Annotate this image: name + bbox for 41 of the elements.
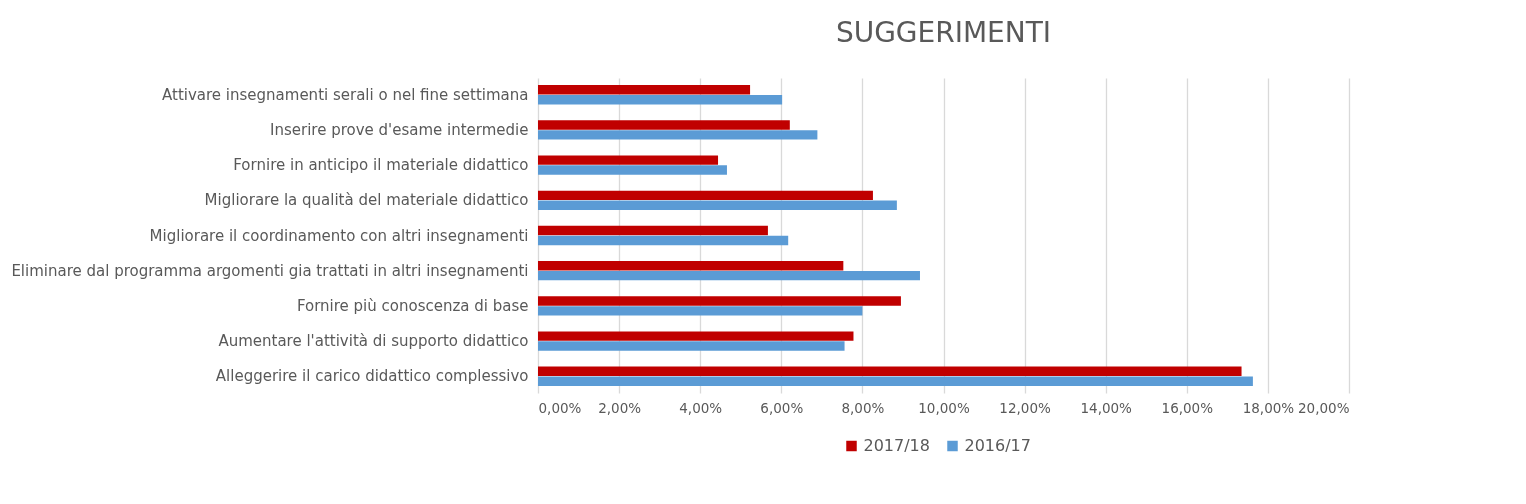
x-tick-label: 8,00%: [841, 399, 885, 416]
bar: [538, 331, 854, 341]
x-tick-label: 18,00%: [1242, 399, 1295, 416]
y-tick-label: Eliminare dal programma argomenti gia trattati in altri insegnamenti: [11, 261, 529, 280]
x-tick-label: 12,00%: [999, 399, 1052, 416]
y-tick-label: Migliorare la qualità del materiale didattico: [204, 191, 529, 210]
legend-label: 2016/17: [964, 436, 1031, 455]
legend-label: 2017/18: [863, 436, 930, 455]
bar: [538, 120, 790, 130]
bar: [538, 200, 897, 210]
y-tick-label: Attivare insegnamenti serali o nel fine settimana: [162, 85, 529, 104]
y-tick-label: Fornire in anticipo il materiale didattico: [233, 156, 529, 175]
y-tick-label: Aumentare l'attività di supporto didattico: [218, 332, 529, 351]
x-tick-label: 0,00%: [538, 399, 582, 416]
bar: [538, 366, 1242, 377]
bar: [538, 85, 751, 95]
bar: [538, 270, 920, 281]
bar: [538, 165, 727, 175]
bar: [538, 261, 844, 271]
bar: [538, 376, 1253, 386]
bar: [538, 94, 783, 105]
y-tick-label: Migliorare il coordinamento con altri insegnamenti: [149, 226, 529, 245]
bar: [538, 341, 845, 351]
x-tick-label: 6,00%: [760, 399, 804, 416]
x-tick-label: 4,00%: [679, 399, 723, 416]
bar: [538, 235, 789, 246]
bar: [538, 190, 873, 201]
x-tick-label: 14,00%: [1080, 399, 1133, 416]
y-tick-label: Inserire prove d'esame intermedie: [270, 120, 529, 139]
chart-title: SUGGERIMENTI: [835, 16, 1052, 49]
y-tick-label: Fornire più conoscenza di base: [296, 296, 529, 315]
bar: [538, 130, 818, 140]
bar: [538, 306, 863, 316]
x-tick-label: 20,00%: [1298, 399, 1350, 416]
bar: [538, 296, 901, 306]
x-tick-label: 10,00%: [918, 399, 970, 416]
bar: [538, 225, 768, 236]
x-tick-label: 2,00%: [598, 399, 642, 416]
bar: [538, 155, 719, 165]
y-tick-label: Alleggerire il carico didattico complessivo: [215, 367, 529, 386]
x-tick-label: 16,00%: [1161, 399, 1214, 416]
